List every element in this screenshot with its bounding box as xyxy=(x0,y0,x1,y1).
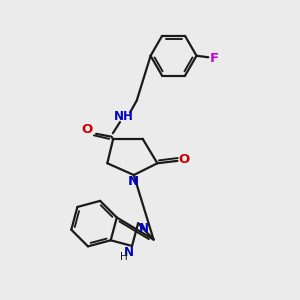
Text: NH: NH xyxy=(114,110,134,123)
Text: O: O xyxy=(82,124,93,136)
Text: O: O xyxy=(179,153,190,166)
Text: N: N xyxy=(128,175,140,188)
Text: F: F xyxy=(210,52,219,65)
Text: H: H xyxy=(120,252,128,262)
Text: N: N xyxy=(124,246,134,259)
Text: N: N xyxy=(138,222,148,235)
